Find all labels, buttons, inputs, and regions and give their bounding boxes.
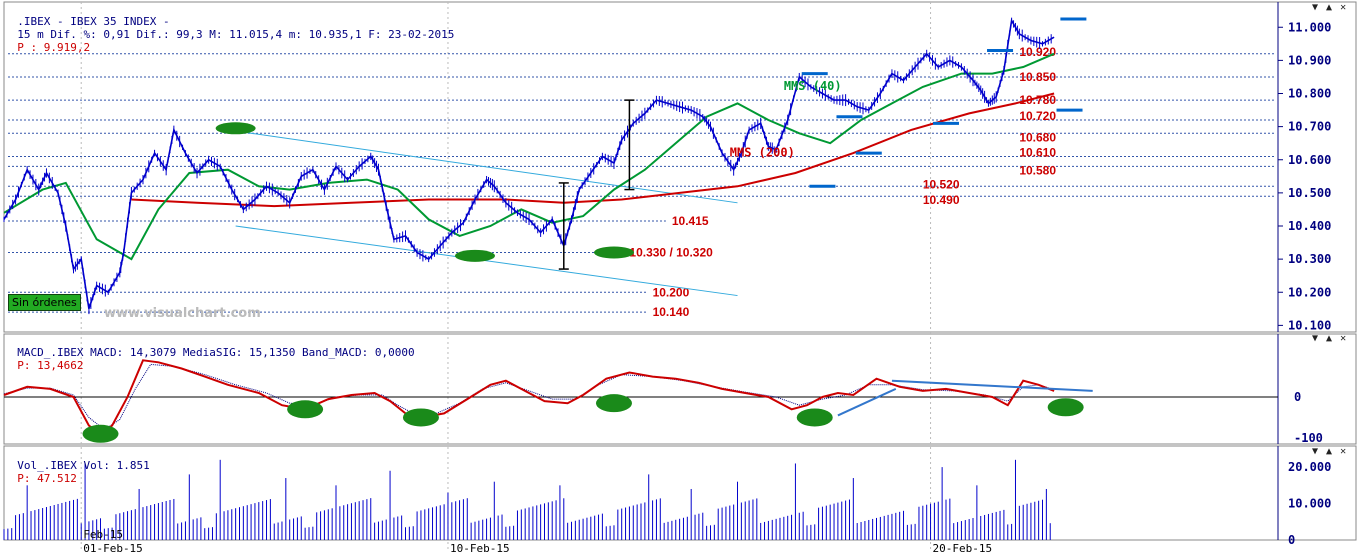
- vol-tick-label: 10.000: [1288, 497, 1331, 511]
- x-tick-label: 20-Feb-15: [933, 542, 993, 555]
- green-marker: [215, 122, 256, 135]
- vol-tick-label: 20.000: [1288, 460, 1331, 474]
- y-tick-label: 10.200: [1288, 285, 1331, 299]
- macd-divergence-line: [837, 387, 897, 417]
- level-label: 10.780: [1019, 93, 1056, 107]
- y-tick-label: 10.100: [1288, 318, 1331, 332]
- window-buttons[interactable]: ▼ ▲ ✕: [1312, 2, 1348, 13]
- level-label: 10.415: [672, 214, 709, 228]
- mma200-line: [131, 92, 1055, 208]
- level-label: 10.680: [1019, 130, 1056, 144]
- x-tick-label: 10-Feb-15: [450, 542, 510, 555]
- volume-panel[interactable]: Feb-15: [3, 459, 1051, 541]
- price-line: [3, 18, 1055, 310]
- y-tick-label: 11.000: [1288, 20, 1331, 34]
- macd-tick-label: -100: [1294, 431, 1323, 445]
- price-series-name: .IBEX - IBEX 35 INDEX -: [17, 15, 170, 28]
- macd-last: P: 13,4662: [17, 359, 84, 372]
- mms200-label: MMS (200): [730, 145, 795, 159]
- price-axis: 11.000 10.900 10.800 10.700 10.600 10.500 10.4…: [1278, 20, 1331, 547]
- level-label: 10.490: [923, 193, 960, 207]
- macd-green-marker: [402, 408, 439, 427]
- vol-tick-label: 0: [1288, 533, 1295, 547]
- macd-green-marker: [796, 408, 833, 427]
- sin-ordenes-badge[interactable]: Sin órdenes: [8, 294, 81, 311]
- macd-stats: MACD_.IBEX MACD: 14,3079 MediaSIG: 15,13…: [17, 346, 415, 359]
- price-last: P : 9.919,2: [17, 41, 91, 54]
- macd-green-marker: [287, 400, 324, 419]
- level-label: 10.200: [653, 285, 690, 299]
- mma40-line: [3, 52, 1055, 261]
- macd-line: [3, 359, 1055, 436]
- macd-tick-label: 0: [1294, 390, 1301, 404]
- panel-frame: [3, 333, 1357, 445]
- macd-panel[interactable]: [3, 359, 1278, 443]
- y-tick-label: 10.700: [1288, 120, 1331, 134]
- level-label: 10.850: [1019, 70, 1056, 84]
- trend-line-lower: [235, 225, 738, 297]
- y-tick-label: 10.800: [1288, 87, 1331, 101]
- vol-header: Vol_.IBEX Vol: 1.851 P: 47.512: [4, 446, 150, 485]
- green-marker: [593, 246, 634, 259]
- mms40-label: MMS (40): [784, 79, 842, 93]
- level-label: 10.720: [1019, 109, 1056, 123]
- macd-signal-line: [3, 363, 1055, 431]
- level-label: 10.520: [923, 177, 960, 191]
- panel-frame: [3, 1, 1357, 333]
- y-tick-label: 10.400: [1288, 219, 1331, 233]
- level-label: 10.140: [653, 305, 690, 319]
- macd-divergence-line: [891, 379, 1093, 392]
- y-tick-label: 10.500: [1288, 186, 1331, 200]
- window-buttons-vol[interactable]: ▼ ▲ ✕: [1312, 446, 1348, 457]
- y-tick-label: 10.900: [1288, 53, 1331, 67]
- macd-header: MACD_.IBEX MACD: 14,3079 MediaSIG: 15,13…: [4, 333, 415, 372]
- x-tick-label: 01-Feb-15: [83, 542, 143, 555]
- price-header: .IBEX - IBEX 35 INDEX - 15 m Dif. %: 0,9…: [4, 2, 454, 54]
- green-marker: [454, 249, 495, 262]
- macd-green-marker: [82, 424, 119, 443]
- watermark: www.visualchart.com: [104, 306, 261, 321]
- vol-last: P: 47.512: [17, 472, 77, 485]
- level-label: 10.580: [1019, 163, 1056, 177]
- volume-x-label: Feb-15: [83, 528, 123, 541]
- level-label: 10.330 / 10.320: [629, 246, 713, 260]
- vol-stats: Vol_.IBEX Vol: 1.851: [17, 459, 150, 472]
- trend-line-upper: [227, 129, 738, 204]
- y-tick-label: 10.300: [1288, 252, 1331, 266]
- y-tick-label: 10.600: [1288, 153, 1331, 167]
- macd-green-marker: [595, 394, 632, 413]
- level-label: 10.610: [1019, 145, 1056, 159]
- macd-green-marker: [1047, 398, 1084, 417]
- window-buttons-macd[interactable]: ▼ ▲ ✕: [1312, 333, 1348, 344]
- level-label: 10.920: [1019, 45, 1056, 59]
- price-stats: 15 m Dif. %: 0,91 Dif.: 99,3 M: 11.015,4…: [17, 28, 455, 41]
- panels: 01-Feb-15 10-Feb-15 20-Feb-15: [3, 1, 1357, 555]
